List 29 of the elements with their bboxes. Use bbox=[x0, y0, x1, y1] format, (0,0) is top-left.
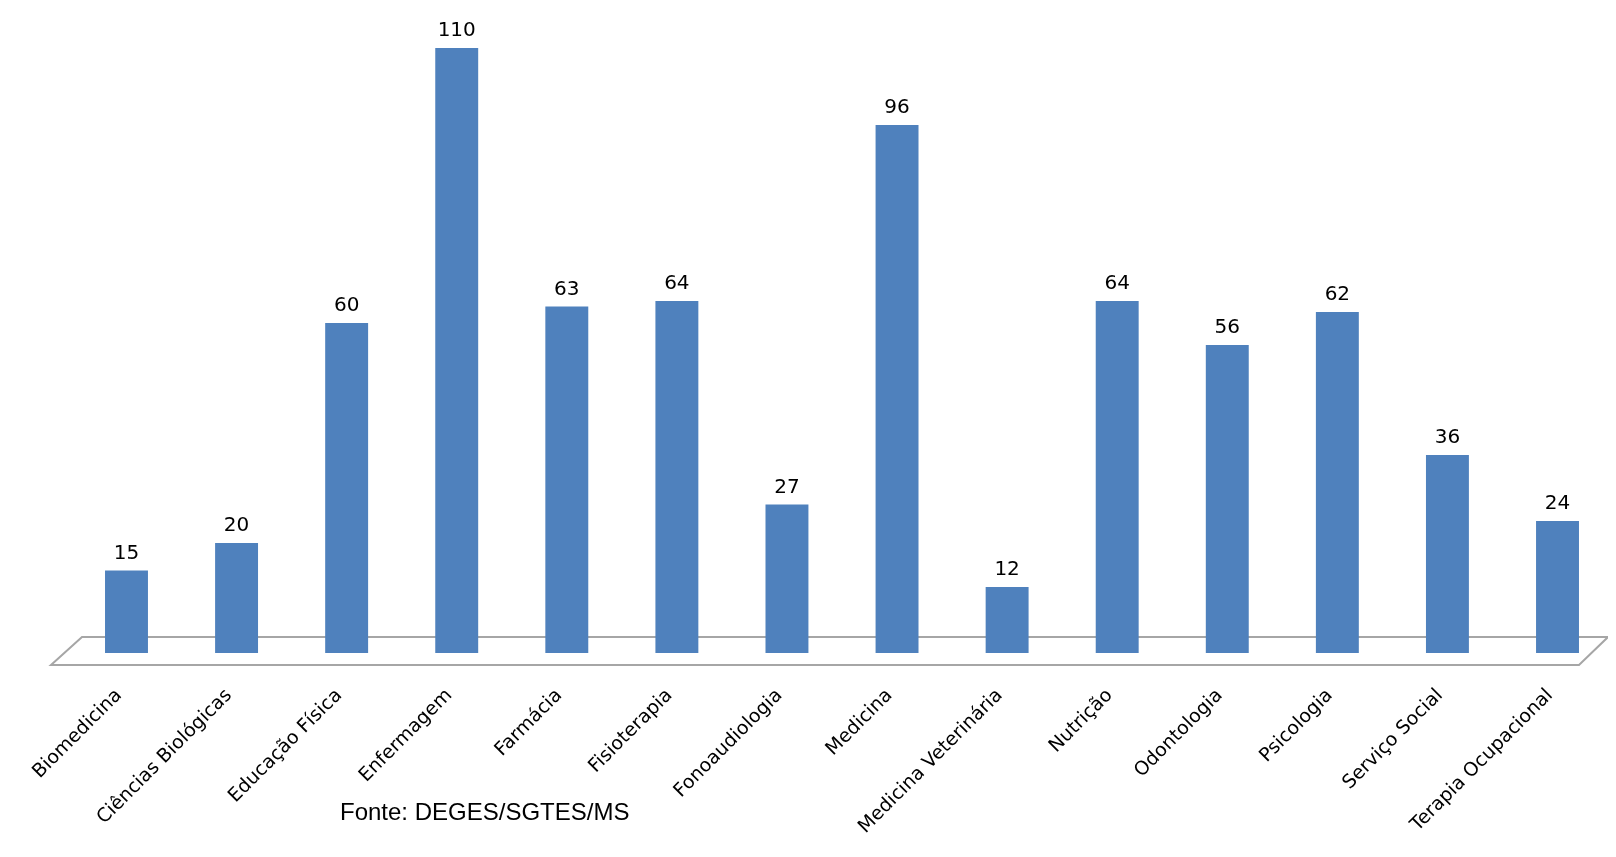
data-label: 62 bbox=[1324, 281, 1351, 305]
bar bbox=[545, 306, 589, 653]
source-note: Fonte: DEGES/SGTES/MS bbox=[340, 798, 630, 825]
data-label: 15 bbox=[113, 539, 140, 564]
bar bbox=[105, 570, 148, 653]
bar bbox=[985, 587, 1029, 653]
data-label: 96 bbox=[884, 94, 910, 118]
bar bbox=[1536, 521, 1579, 653]
bar bbox=[875, 125, 919, 653]
data-label: 12 bbox=[994, 556, 1020, 580]
bar bbox=[1095, 301, 1139, 653]
bar bbox=[215, 543, 259, 653]
data-label: 24 bbox=[1544, 490, 1571, 514]
bar bbox=[655, 301, 699, 653]
bar bbox=[1315, 312, 1359, 653]
data-label: 27 bbox=[774, 473, 800, 498]
bar bbox=[325, 323, 369, 653]
data-label: 110 bbox=[437, 17, 476, 41]
data-label: 36 bbox=[1434, 424, 1461, 448]
bar bbox=[435, 48, 479, 653]
bar bbox=[765, 504, 809, 653]
data-label: 56 bbox=[1214, 314, 1240, 338]
bar bbox=[1425, 455, 1469, 653]
data-label: 63 bbox=[554, 275, 580, 300]
data-label: 64 bbox=[1104, 270, 1130, 294]
data-label: 64 bbox=[664, 270, 690, 294]
data-label: 20 bbox=[223, 512, 250, 536]
bar bbox=[1205, 345, 1249, 653]
data-label: 60 bbox=[333, 292, 360, 316]
